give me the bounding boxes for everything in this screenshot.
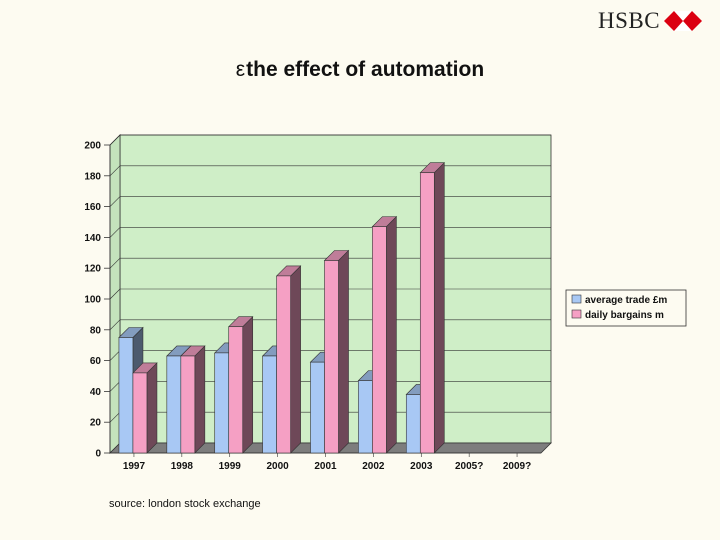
bar: [214, 352, 230, 454]
gridline-side: [109, 411, 121, 423]
gridline-side: [109, 319, 121, 331]
x-tick-label: 2001: [314, 461, 337, 472]
gridline-side: [109, 165, 121, 177]
slide-title: εthe effect of automation: [0, 58, 720, 82]
y-tick-label: 80: [90, 325, 102, 336]
y-tick-label: 40: [90, 387, 102, 398]
y-tick-label: 140: [84, 233, 101, 244]
bar: [276, 275, 291, 454]
legend-box: [565, 289, 687, 327]
legend-swatch: [571, 294, 582, 304]
brand-name: HSBC: [598, 8, 661, 33]
bar: [405, 394, 421, 454]
bar: [324, 260, 339, 454]
bar: [180, 355, 196, 454]
y-tick-label: 60: [90, 356, 102, 367]
x-tick-label: 2005?: [455, 461, 483, 472]
x-tick-label: 1999: [219, 461, 242, 472]
legend-label: daily bargains m: [585, 310, 664, 321]
bar: [132, 372, 148, 454]
gridline-side: [109, 134, 121, 146]
gridline-side: [109, 227, 121, 238]
y-tick-label: 160: [84, 202, 101, 213]
bar: [118, 337, 134, 454]
y-tick-label: 0: [95, 449, 101, 460]
y-tick-label: 100: [84, 295, 101, 306]
x-tick-label: 2002: [362, 461, 385, 472]
source-note: source: london stock exchange: [109, 498, 261, 510]
x-tick-label: 2000: [266, 461, 289, 472]
y-tick-label: 120: [84, 264, 101, 275]
x-tick-label: 1998: [171, 461, 194, 472]
gridline-side: [109, 288, 121, 300]
y-tick-label: 20: [90, 418, 102, 429]
bar-side: [146, 362, 158, 454]
bar-side: [194, 345, 206, 454]
slide-title-text: the effect of automation: [246, 58, 485, 81]
bar-side: [386, 215, 397, 454]
bar: [372, 226, 387, 454]
hsbc-logo: HSBC: [598, 8, 703, 34]
bar: [358, 380, 373, 454]
bar-side: [242, 315, 254, 454]
gridline-side: [109, 381, 121, 392]
x-tick-label: 1997: [123, 461, 146, 472]
y-tick-label: 180: [84, 171, 101, 182]
bar: [310, 361, 325, 454]
x-tick-label: 2009?: [503, 461, 531, 472]
y-tick-label: 200: [84, 141, 101, 152]
gridline-side: [109, 196, 121, 207]
x-tick-label: 2003: [410, 461, 433, 472]
gridline-side: [109, 350, 121, 361]
bar: [419, 172, 435, 454]
legend-label: average trade £m: [585, 295, 667, 306]
hexagon-icon: [664, 11, 703, 31]
bar-side: [338, 249, 349, 454]
bar: [262, 355, 277, 454]
gridline-side: [109, 257, 121, 269]
bar: [228, 326, 244, 454]
bar-side: [433, 161, 445, 454]
title-bullet-glyph: ε: [235, 58, 246, 81]
bar: [166, 355, 182, 454]
legend-swatch: [571, 309, 582, 319]
bar-side: [290, 265, 301, 454]
